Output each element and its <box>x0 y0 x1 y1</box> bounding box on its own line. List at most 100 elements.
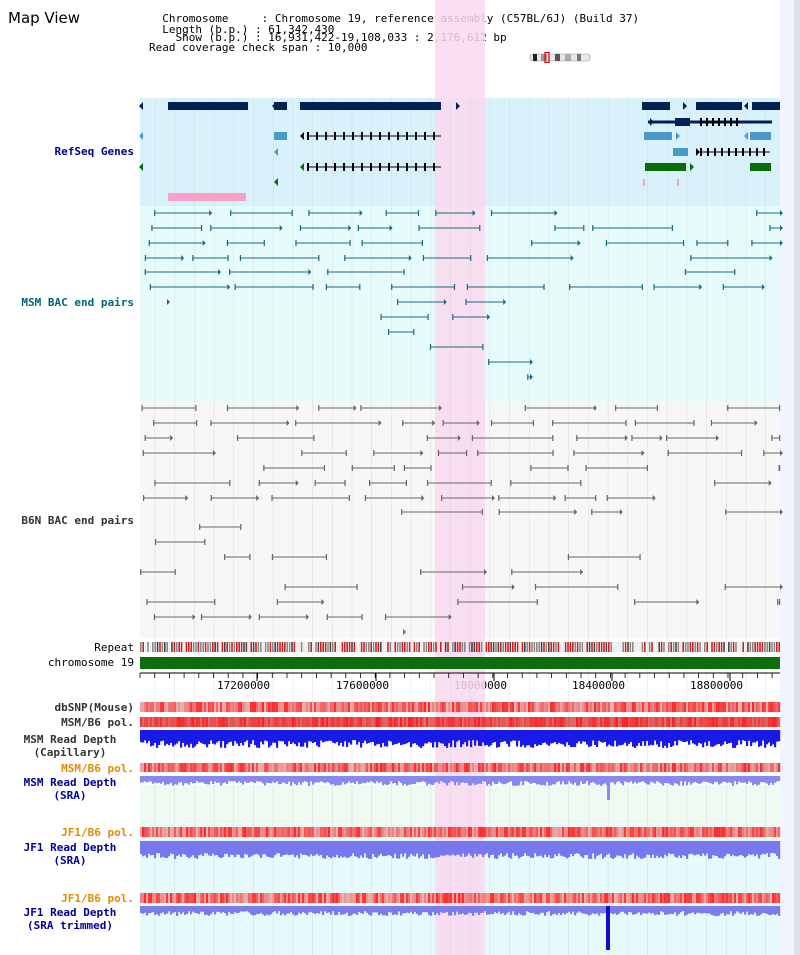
heat-cell <box>740 763 743 772</box>
depth-bar <box>298 730 301 743</box>
repeat-element <box>615 642 617 652</box>
depth-bar <box>348 730 351 743</box>
depth-bar <box>316 776 319 783</box>
heat-cell <box>356 763 359 772</box>
depth-bar <box>566 906 569 913</box>
depth-bar <box>168 906 171 912</box>
depth-bar <box>724 906 727 916</box>
depth-bar <box>474 906 477 913</box>
heat-cell <box>668 763 671 772</box>
repeat-element <box>322 642 324 652</box>
repeat-element <box>675 642 677 652</box>
depth-bar <box>750 906 753 915</box>
heat-cell <box>210 717 213 727</box>
b6n-bac-pair-end <box>204 539 206 545</box>
depth-bar <box>488 906 491 915</box>
depth-bar <box>446 776 449 786</box>
depth-bar <box>468 841 471 854</box>
heat-cell <box>332 763 335 772</box>
heat-cell <box>190 717 193 727</box>
depth-bar <box>320 776 323 782</box>
depth-bar <box>306 776 309 783</box>
heat-cell <box>468 702 471 712</box>
heat-cell <box>290 893 293 903</box>
repeat-element <box>485 642 488 652</box>
depth-bar <box>386 906 389 916</box>
strand-arrow <box>511 584 515 590</box>
b6n-bac-pair-end <box>325 554 328 560</box>
depth-bar <box>748 730 751 741</box>
heat-cell <box>620 893 623 903</box>
depth-bar <box>774 730 777 748</box>
depth-bar <box>492 906 495 915</box>
repeat-element <box>144 642 147 652</box>
depth-bar <box>588 730 591 747</box>
heat-cell <box>160 763 163 772</box>
strand-arrow <box>690 163 694 171</box>
heat-cell <box>560 827 563 837</box>
heat-cell <box>332 827 335 837</box>
depth-bar <box>324 841 327 859</box>
heat-cell <box>270 717 273 727</box>
depth-bar <box>674 906 677 913</box>
depth-bar <box>418 776 421 783</box>
depth-bar <box>440 776 443 782</box>
depth-bar <box>330 730 333 741</box>
heat-cell <box>722 893 725 903</box>
msm-bac-pair-end <box>361 240 363 246</box>
heat-cell <box>770 702 773 712</box>
heat-cell <box>708 763 711 772</box>
heat-cell <box>734 827 737 837</box>
heat-cell <box>306 702 309 712</box>
msm-bac-pair-end <box>229 269 231 275</box>
repeat-element <box>641 642 644 652</box>
depth-bar <box>346 841 349 859</box>
heat-cell <box>424 763 427 772</box>
gene-exon <box>721 148 723 156</box>
heat-cell <box>584 893 587 903</box>
msm-bac-pair-end <box>344 255 346 261</box>
heat-cell <box>564 702 567 712</box>
heat-cell <box>248 893 251 903</box>
depth-bar <box>450 841 453 856</box>
b6n-bac-pair-end <box>564 495 566 501</box>
depth-bar <box>280 730 283 742</box>
heat-cell <box>722 717 725 727</box>
depth-bar <box>474 730 477 746</box>
heat-cell <box>194 893 197 903</box>
depth-bar <box>664 906 667 915</box>
depth-bar <box>764 906 767 914</box>
depth-bar <box>662 730 665 748</box>
depth-bar <box>304 776 307 782</box>
heat-cell <box>282 893 285 903</box>
repeat-element <box>308 642 310 652</box>
strand-arrow <box>274 178 278 186</box>
heat-cell <box>416 893 419 903</box>
heat-cell <box>482 763 485 772</box>
depth-bar <box>438 776 441 784</box>
depth-bar <box>732 776 735 786</box>
depth-bar <box>162 906 165 913</box>
depth-bar <box>172 730 175 747</box>
b6n-bac-pair-end <box>567 465 569 471</box>
heat-cell <box>720 763 723 772</box>
track-label-jf1-depth-trimmed-sub: (SRA trimmed) <box>26 919 114 932</box>
heat-cell <box>352 763 355 772</box>
depth-bar <box>458 841 461 855</box>
depth-bar <box>738 730 741 741</box>
heat-cell <box>420 763 423 772</box>
heat-cell <box>658 702 661 712</box>
chromosome-ideogram[interactable] <box>529 52 591 63</box>
depth-bar <box>154 730 157 743</box>
heat-cell <box>542 827 545 837</box>
heat-cell <box>598 893 601 903</box>
heat-cell <box>692 893 695 903</box>
repeat-element <box>164 642 166 652</box>
strand-arrow <box>554 210 558 216</box>
depth-bar <box>594 841 597 859</box>
depth-bar <box>548 906 551 912</box>
depth-bar <box>460 906 463 915</box>
depth-bar <box>760 730 763 746</box>
heat-cell <box>470 717 473 727</box>
